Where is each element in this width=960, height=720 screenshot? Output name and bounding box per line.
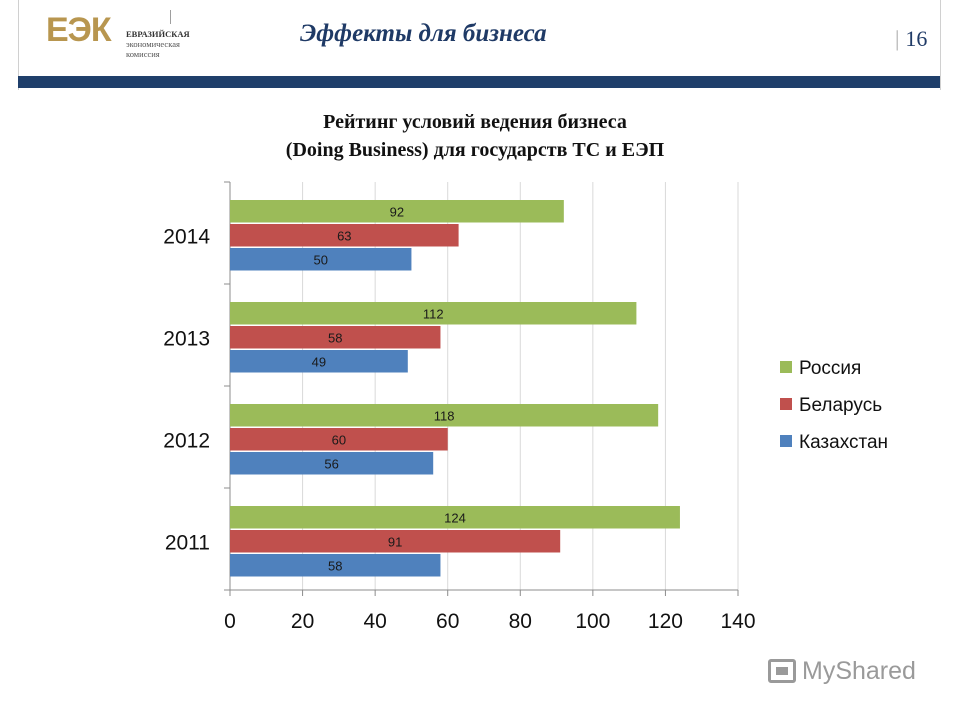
bar-0-1 [230, 224, 459, 247]
watermark: MyShared [768, 656, 916, 692]
legend-swatch [780, 435, 792, 447]
bar-0-2 [230, 248, 412, 271]
bar-3-0 [230, 506, 680, 529]
data-label: 92 [390, 204, 404, 219]
data-label: 50 [313, 252, 327, 267]
logo-sub-line-1: ЕВРАЗИЙСКАЯ [126, 29, 190, 39]
category-label: 2013 [163, 327, 210, 350]
bar-1-0 [230, 302, 637, 325]
bar-3-1 [230, 530, 561, 553]
bar-1-2 [230, 350, 408, 373]
data-label: 58 [328, 330, 342, 345]
category-label: 2014 [163, 225, 210, 248]
data-label: 118 [434, 408, 455, 423]
bar-2-2 [230, 452, 434, 475]
legend-swatch [780, 361, 792, 373]
header-frame-left [18, 0, 19, 90]
data-label: 91 [388, 534, 402, 549]
chart-legend: Россия Беларусь Казахстан [780, 358, 888, 453]
logo-subtitle: ЕВРАЗИЙСКАЯ экономическая комиссия [126, 29, 236, 59]
x-tick-label: 80 [509, 610, 532, 633]
chart-title-line-1: Рейтинг условий ведения бизнеса [323, 111, 627, 133]
x-tick-label: 60 [436, 610, 459, 633]
slide-header: ЕЭК ЕВРАЗИЙСКАЯ экономическая комиссия Э… [0, 0, 960, 90]
bar-0-0 [230, 200, 564, 223]
logo-sub-line-2: экономическая [126, 39, 180, 49]
bar-2-0 [230, 404, 659, 427]
page-number: | 16 [895, 26, 927, 52]
bar-3-2 [230, 554, 441, 577]
page-number-value: 16 [905, 26, 928, 51]
category-label: 2011 [165, 531, 210, 554]
x-tick-label: 0 [224, 610, 236, 633]
page-separator: | [895, 26, 900, 51]
watermark-text: MyShared [802, 656, 916, 685]
header-frame-right [940, 0, 941, 90]
data-label: 58 [328, 558, 342, 573]
legend-label: Россия [799, 358, 861, 379]
bar-1-1 [230, 326, 441, 349]
data-label: 60 [332, 432, 346, 447]
legend-swatch [780, 398, 792, 410]
logo-mark: ЕЭК [46, 11, 112, 49]
data-label: 112 [423, 306, 444, 321]
chart-title: Рейтинг условий ведения бизнеса (Doing B… [0, 108, 950, 164]
slide-title: Эффекты для бизнеса [300, 20, 547, 47]
x-tick-label: 120 [648, 610, 683, 633]
chart-labels: 0 20 40 60 80 100 120 1409263502014112584920131… [163, 204, 755, 633]
legend-label: Казахстан [799, 432, 888, 453]
x-tick-label: 140 [720, 610, 755, 633]
chart-title-line-2: (Doing Business) для государств ТС и ЕЭП [285, 139, 665, 161]
presentation-icon [768, 659, 796, 684]
chart-bars [230, 200, 680, 577]
eek-logo: ЕЭК ЕВРАЗИЙСКАЯ экономическая комиссия [46, 10, 246, 70]
header-band [18, 76, 940, 88]
logo-sub-line-3: комиссия [126, 49, 160, 59]
category-label: 2012 [163, 429, 210, 452]
data-label: 49 [312, 354, 326, 369]
x-tick-label: 20 [291, 610, 314, 633]
x-tick-label: 40 [363, 610, 386, 633]
bar-2-1 [230, 428, 448, 451]
data-label: 63 [337, 228, 351, 243]
logo-divider [170, 10, 171, 24]
x-tick-label: 100 [575, 610, 610, 633]
data-label: 56 [324, 456, 338, 471]
legend-label: Беларусь [799, 395, 882, 416]
data-label: 124 [444, 510, 466, 525]
